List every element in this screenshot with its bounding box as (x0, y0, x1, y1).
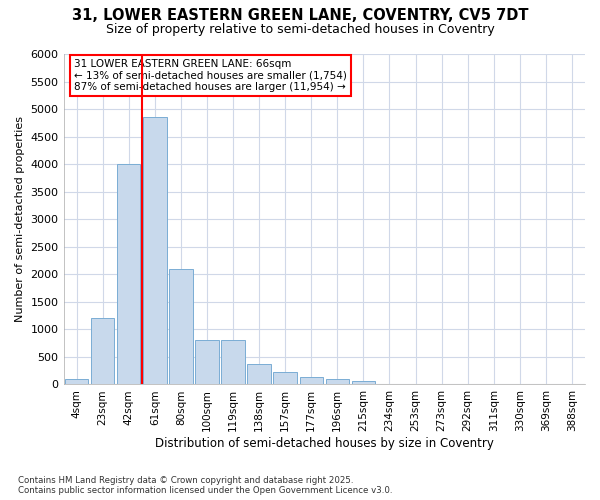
Bar (326, 379, 349, 384)
Bar (274, 372, 297, 384)
Bar (143, 118, 167, 384)
Y-axis label: Number of semi-detached properties: Number of semi-detached properties (15, 116, 25, 322)
Text: 31, LOWER EASTERN GREEN LANE, COVENTRY, CV5 7DT: 31, LOWER EASTERN GREEN LANE, COVENTRY, … (72, 8, 528, 22)
Bar (169, 269, 193, 384)
Text: Size of property relative to semi-detached houses in Coventry: Size of property relative to semi-detach… (106, 22, 494, 36)
Bar (65, 379, 88, 384)
Bar (117, 164, 140, 384)
Text: Contains HM Land Registry data © Crown copyright and database right 2025.
Contai: Contains HM Land Registry data © Crown c… (18, 476, 392, 495)
Bar (91, 318, 115, 384)
Bar (195, 340, 218, 384)
Bar (299, 378, 323, 384)
X-axis label: Distribution of semi-detached houses by size in Coventry: Distribution of semi-detached houses by … (155, 437, 494, 450)
Bar (221, 340, 245, 384)
Text: 31 LOWER EASTERN GREEN LANE: 66sqm
← 13% of semi-detached houses are smaller (1,: 31 LOWER EASTERN GREEN LANE: 66sqm ← 13%… (74, 59, 347, 92)
Bar (247, 364, 271, 384)
Bar (352, 381, 375, 384)
